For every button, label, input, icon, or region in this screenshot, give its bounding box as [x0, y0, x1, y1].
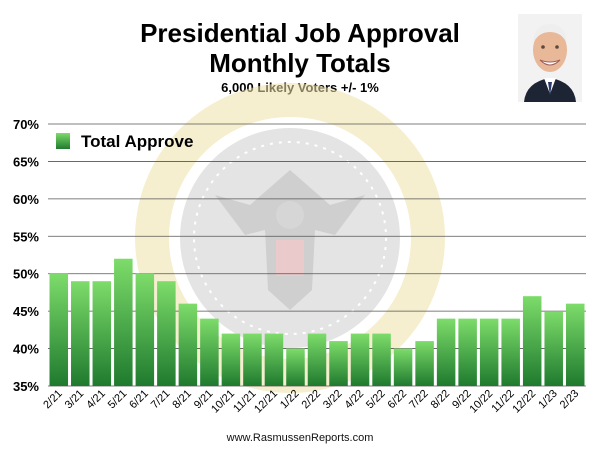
bar-total-approve — [479, 318, 499, 386]
bar-total-approve — [372, 333, 391, 386]
x-tick-label: 8/22 — [429, 388, 453, 412]
legend-label: Total Approve — [81, 132, 193, 151]
y-tick-label: 60% — [13, 192, 39, 207]
bar-total-approve — [178, 303, 198, 386]
y-tick-label: 35% — [13, 379, 39, 394]
bar-total-approve — [243, 333, 262, 386]
x-tick-label: 7/22 — [407, 388, 431, 412]
bar-total-approve — [393, 348, 413, 386]
x-tick-label: 11/21 — [231, 388, 258, 415]
bar-total-approve — [221, 333, 241, 386]
bar-total-approve — [329, 341, 348, 386]
y-tick-label: 50% — [13, 267, 39, 282]
x-tick-label: 5/21 — [106, 388, 130, 412]
bar-total-approve — [544, 311, 563, 386]
chart-title-line1: Presidential Job Approval — [140, 18, 460, 48]
bar-total-approve — [307, 333, 327, 386]
chart-title-line2: Monthly Totals — [209, 48, 391, 78]
y-tick-label: 70% — [13, 117, 39, 132]
x-tick-label: 11/22 — [489, 388, 516, 415]
x-tick-label: 10/21 — [209, 388, 237, 416]
x-tick-label: 10/22 — [467, 388, 495, 416]
bar-total-approve — [157, 281, 176, 386]
bar-total-approve — [501, 318, 520, 386]
bar-total-approve — [565, 303, 585, 386]
bar-total-approve — [286, 348, 305, 386]
bar-total-approve — [350, 333, 370, 386]
legend-swatch — [56, 133, 70, 149]
y-tick-label: 65% — [13, 154, 39, 169]
x-tick-label: 3/21 — [63, 388, 87, 412]
bar-total-approve — [71, 281, 90, 386]
x-tick-label: 7/21 — [149, 388, 173, 412]
x-tick-label: 2/23 — [558, 388, 582, 412]
bar-total-approve — [49, 273, 69, 386]
x-tick-label: 6/21 — [127, 388, 151, 412]
y-tick-label: 40% — [13, 342, 39, 357]
x-tick-label: 8/21 — [170, 388, 194, 412]
president-portrait-image — [518, 14, 582, 102]
bar-total-approve — [458, 318, 477, 386]
bar-total-approve — [415, 341, 434, 386]
bar-total-approve — [200, 318, 219, 386]
bar-total-approve — [92, 281, 112, 386]
bar-total-approve — [522, 296, 542, 386]
x-tick-label: 4/22 — [343, 388, 367, 412]
source-credit: www.RasmussenReports.com — [226, 432, 374, 444]
x-tick-label: 6/22 — [386, 388, 410, 412]
x-tick-label: 5/22 — [364, 388, 388, 412]
x-tick-label: 12/22 — [510, 388, 538, 416]
x-tick-label: 4/21 — [84, 388, 108, 412]
x-tick-label: 2/21 — [41, 388, 65, 412]
y-tick-label: 45% — [13, 304, 39, 319]
bar-total-approve — [436, 318, 456, 386]
x-tick-label: 1/23 — [536, 388, 560, 412]
bar-total-approve — [114, 258, 133, 386]
y-tick-label: 55% — [13, 229, 39, 244]
x-tick-label: 3/22 — [321, 388, 345, 412]
bar-total-approve — [135, 273, 155, 386]
bar-total-approve — [264, 333, 284, 386]
